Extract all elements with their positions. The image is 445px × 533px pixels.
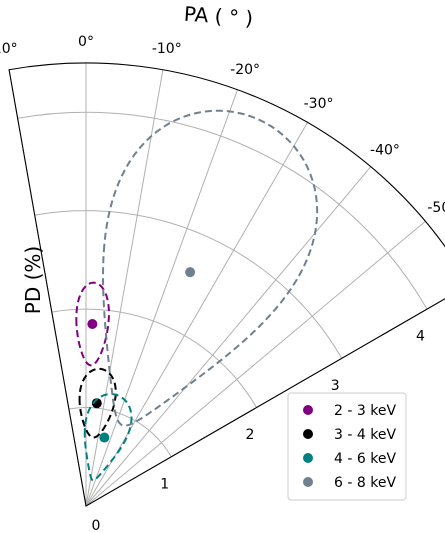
legend-label: 4 - 6 keV <box>334 451 396 467</box>
radial-tick-label: 0 <box>92 518 101 533</box>
theta-gridline <box>85 220 426 507</box>
confidence-contour <box>75 281 110 367</box>
theta-axis-title: PA ( ° ) <box>183 2 254 31</box>
radius-gridline <box>68 407 172 458</box>
legend-label: 2 - 3 keV <box>334 403 396 419</box>
radial-tick-label: 4 <box>416 329 425 345</box>
radial-tick-label: 3 <box>331 378 340 394</box>
radius-gridline <box>51 308 257 408</box>
radial-tick-label: 1 <box>160 476 169 492</box>
legend-label: 6 - 8 keV <box>334 475 396 491</box>
series-4-6kev <box>83 393 133 482</box>
theta-tick-label: -40° <box>370 143 400 159</box>
radius-gridline <box>34 210 343 359</box>
confidence-contour <box>78 367 117 439</box>
legend-marker <box>303 453 313 463</box>
data-point <box>185 267 196 278</box>
theta-gridline <box>85 122 308 507</box>
radial-axis-title: PD (%) <box>21 246 45 314</box>
theta-gridline <box>85 89 238 507</box>
theta-tick-label: -50° <box>427 200 445 216</box>
theta-tick-label: 10° <box>0 41 18 57</box>
legend-label: 3 - 4 keV <box>334 427 396 443</box>
theta-tick-label: -10° <box>152 41 182 57</box>
radius-gridline <box>17 111 428 310</box>
theta-tick-label: -20° <box>230 62 260 78</box>
theta-tick-label: -30° <box>304 96 334 112</box>
theta-tick-labels: 10°0°-10°-20°-30°-40°-50°-60° <box>0 34 445 216</box>
legend-marker <box>303 405 313 415</box>
theta-gridline <box>85 166 372 507</box>
series-2-3kev <box>75 281 110 367</box>
legend: 2 - 3 keV 3 - 4 keV 4 - 6 keV 6 - 8 keV <box>287 392 407 501</box>
legend-frame <box>287 392 407 501</box>
theta-tick-label: 0° <box>78 34 94 50</box>
legend-marker <box>303 477 313 487</box>
data-series <box>75 109 319 482</box>
radial-tick-label: 2 <box>246 427 255 443</box>
legend-marker <box>303 429 313 439</box>
data-point <box>99 432 110 443</box>
radial-tick-labels: 0 1 2 3 4 <box>92 329 426 533</box>
series-6-8kev <box>102 109 319 427</box>
data-point <box>87 318 98 329</box>
polar-frame <box>8 62 445 507</box>
